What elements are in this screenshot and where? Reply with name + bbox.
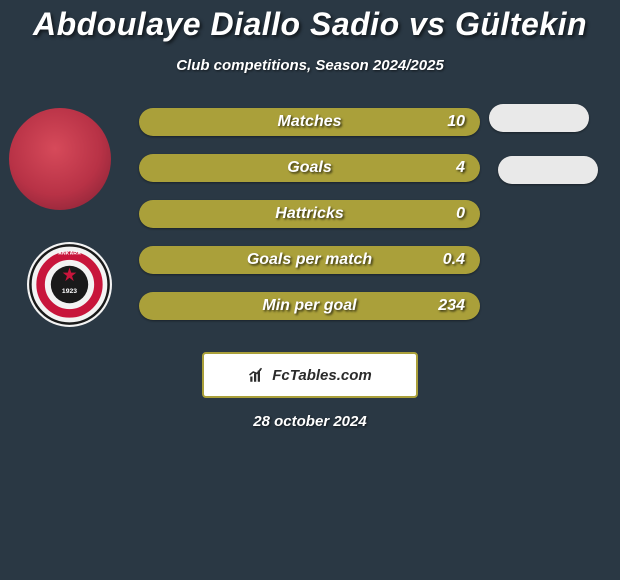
stat-label: Goals	[287, 159, 331, 177]
stat-bar: Min per goal 234	[139, 292, 480, 320]
page-title: Abdoulaye Diallo Sadio vs Gültekin	[0, 0, 620, 43]
stat-bar: Goals 4	[139, 154, 480, 182]
svg-text:1923: 1923	[62, 288, 77, 295]
brand-text: FcTables.com	[272, 367, 371, 384]
chart-icon	[248, 366, 266, 384]
stat-value: 4	[456, 159, 465, 177]
stat-bar: Goals per match 0.4	[139, 246, 480, 274]
stat-label: Min per goal	[262, 297, 356, 315]
stat-value: 0	[456, 205, 465, 223]
comparison-chart: 1923 ANKARA Matches 10 Goals 4 Hattricks 0 Goa…	[0, 108, 620, 368]
subtitle: Club competitions, Season 2024/2025	[0, 57, 620, 74]
stat-bar: Matches 10	[139, 108, 480, 136]
stat-label: Matches	[277, 113, 341, 131]
brand-badge[interactable]: FcTables.com	[202, 352, 418, 398]
svg-text:ANKARA: ANKARA	[58, 251, 81, 257]
player-avatar	[9, 108, 111, 210]
date-text: 28 october 2024	[253, 413, 366, 430]
stat-bar: Hattricks 0	[139, 200, 480, 228]
opponent-pill	[489, 104, 589, 132]
opponent-pill	[498, 156, 598, 184]
club-badge: 1923 ANKARA	[27, 242, 112, 327]
stat-label: Hattricks	[275, 205, 343, 223]
stat-label: Goals per match	[247, 251, 372, 269]
stat-value: 234	[438, 297, 465, 315]
stat-value: 0.4	[443, 251, 465, 269]
stat-value: 10	[447, 113, 465, 131]
